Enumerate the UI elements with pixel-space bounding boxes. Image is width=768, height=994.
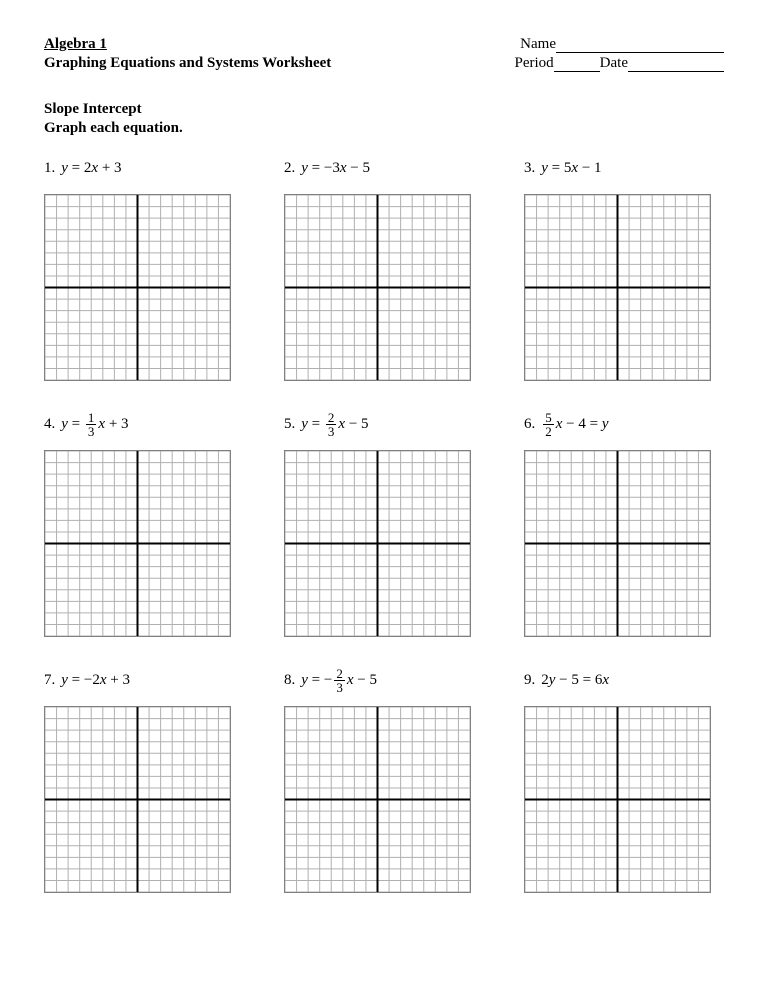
equation-label: 1.y = 2x + 3 xyxy=(44,152,244,186)
period-date-field: Period Date xyxy=(515,55,725,72)
equation-label: 3.y = 5x − 1 xyxy=(524,152,724,186)
date-label: Date xyxy=(600,55,628,71)
problem: 8.y = −23x − 5 xyxy=(284,664,484,898)
coordinate-grid xyxy=(44,706,231,893)
problem: 4.y = 13x + 3 xyxy=(44,408,244,642)
equation-label: 5.y = 23x − 5 xyxy=(284,408,484,442)
problem-row: 7.y = −2x + 3 8.y = −23x − 5 9.2y − 5 = … xyxy=(44,664,724,898)
problem-row: 4.y = 13x + 3 5.y = 23x − 5 6.52x − 4 = … xyxy=(44,408,724,642)
period-blank[interactable] xyxy=(554,56,600,72)
problem: 1.y = 2x + 3 xyxy=(44,152,244,386)
problem: 9.2y − 5 = 6x xyxy=(524,664,724,898)
name-label: Name xyxy=(520,36,556,52)
name-field: Name xyxy=(520,36,724,53)
equation-label: 2.y = −3x − 5 xyxy=(284,152,484,186)
worksheet-title: Graphing Equations and Systems Worksheet xyxy=(44,55,331,72)
problem-row: 1.y = 2x + 3 2.y = −3x − 5 3.y = 5x − 1 xyxy=(44,152,724,386)
section-line2: Graph each equation. xyxy=(44,119,724,138)
problems-container: 1.y = 2x + 3 2.y = −3x − 5 3.y = 5x − 1 … xyxy=(44,152,724,898)
name-blank[interactable] xyxy=(556,37,724,53)
period-label: Period xyxy=(515,55,554,71)
problem: 7.y = −2x + 3 xyxy=(44,664,244,898)
problem: 6.52x − 4 = y xyxy=(524,408,724,642)
equation-label: 7.y = −2x + 3 xyxy=(44,664,244,698)
equation-label: 6.52x − 4 = y xyxy=(524,408,724,442)
coordinate-grid xyxy=(524,194,711,381)
coordinate-grid xyxy=(284,450,471,637)
coordinate-grid xyxy=(284,194,471,381)
problem: 5.y = 23x − 5 xyxy=(284,408,484,642)
problem: 2.y = −3x − 5 xyxy=(284,152,484,386)
coordinate-grid xyxy=(284,706,471,893)
section-line1: Slope Intercept xyxy=(44,100,724,119)
equation-label: 4.y = 13x + 3 xyxy=(44,408,244,442)
date-blank[interactable] xyxy=(628,56,724,72)
coordinate-grid xyxy=(524,450,711,637)
equation-label: 9.2y − 5 = 6x xyxy=(524,664,724,698)
problem: 3.y = 5x − 1 xyxy=(524,152,724,386)
coordinate-grid xyxy=(524,706,711,893)
section-heading: Slope Intercept Graph each equation. xyxy=(44,100,724,138)
course-title: Algebra 1 xyxy=(44,36,107,53)
coordinate-grid xyxy=(44,194,231,381)
equation-label: 8.y = −23x − 5 xyxy=(284,664,484,698)
coordinate-grid xyxy=(44,450,231,637)
